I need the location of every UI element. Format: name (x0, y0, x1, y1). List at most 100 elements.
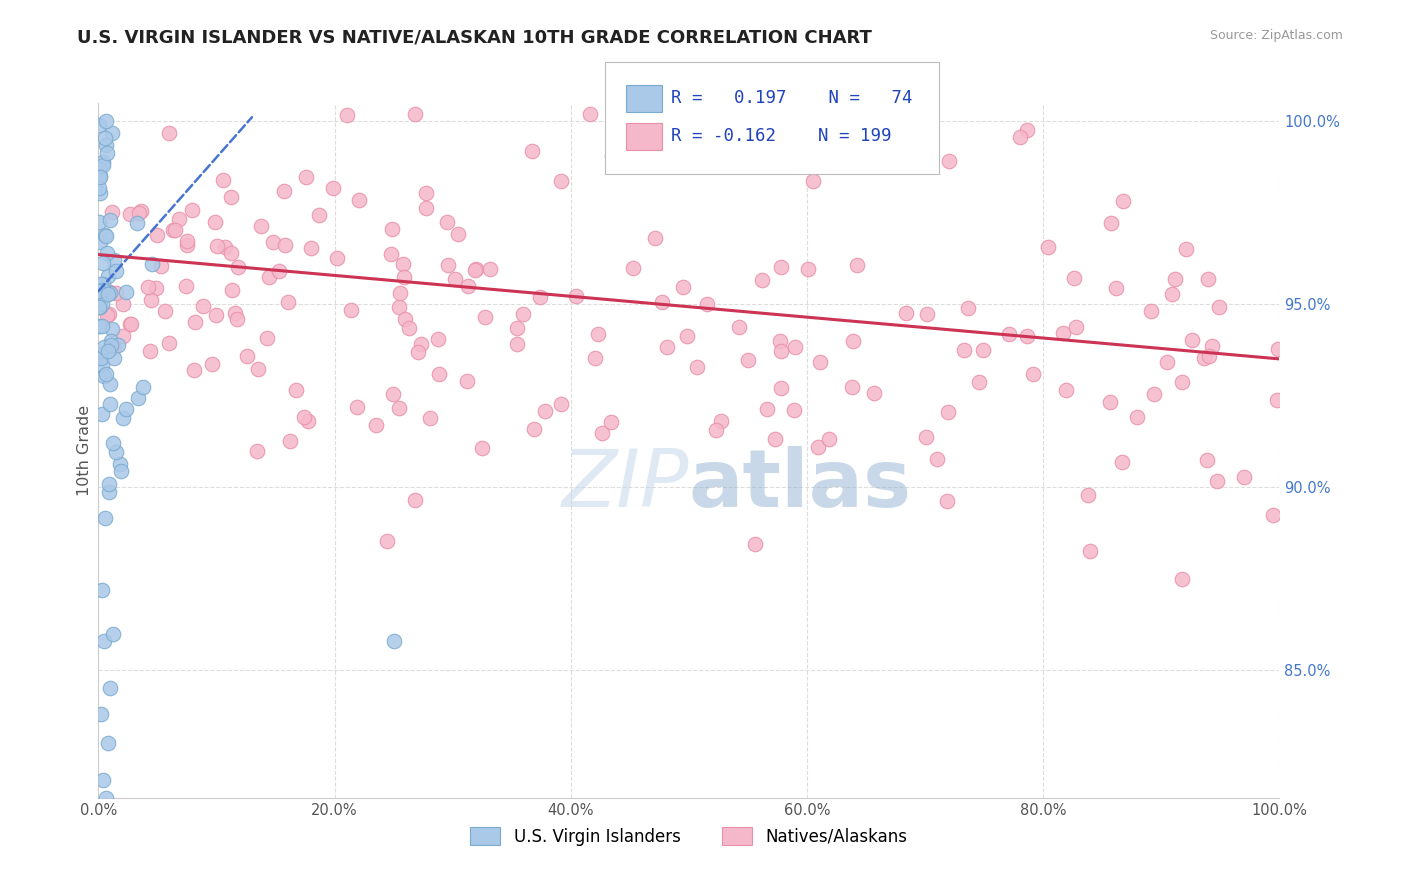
Text: R =   0.197    N =   74: R = 0.197 N = 74 (671, 89, 912, 107)
Point (427, 367, 450, 381)
Point (97, 484, 120, 499)
Point (98, 285, 121, 300)
Point (797, 261, 820, 276)
Point (97, 269, 120, 284)
Point (953, 343, 976, 358)
Point (94, 367, 117, 381)
Point (380, 247, 402, 261)
Point (404, 106, 426, 120)
Point (1174, 243, 1197, 257)
Point (727, 320, 749, 334)
Point (1099, 216, 1122, 230)
Point (89, 235, 111, 249)
Point (145, 281, 167, 295)
Point (97, 307, 120, 321)
Point (925, 451, 948, 466)
Point (96, 245, 118, 260)
Legend: U.S. Virgin Islanders, Natives/Alaskans: U.S. Virgin Islanders, Natives/Alaskans (464, 821, 914, 853)
Point (936, 494, 959, 508)
Point (100, 322, 122, 336)
Point (162, 223, 184, 237)
Point (770, 381, 793, 395)
Point (696, 296, 718, 310)
Point (967, 376, 990, 390)
Point (87, 169, 110, 183)
Point (464, 261, 486, 276)
Point (808, 355, 831, 369)
Point (127, 216, 149, 230)
Point (278, 434, 301, 449)
Point (443, 272, 465, 286)
Point (89, 186, 111, 201)
Point (219, 190, 242, 204)
Point (100, 337, 122, 351)
Point (219, 246, 242, 260)
Point (707, 116, 730, 130)
Point (103, 252, 125, 267)
Point (1022, 367, 1045, 381)
Point (259, 269, 281, 284)
Point (841, 334, 863, 349)
Point (326, 251, 349, 265)
Point (1208, 300, 1230, 314)
Text: R = -0.162    N = 199: R = -0.162 N = 199 (671, 128, 891, 145)
Point (103, 351, 125, 365)
Point (415, 202, 437, 216)
Point (464, 263, 486, 277)
Point (297, 414, 319, 428)
Point (807, 440, 830, 454)
Point (956, 301, 979, 316)
Point (915, 430, 938, 444)
Point (295, 170, 318, 185)
Point (863, 386, 886, 401)
Point (322, 180, 344, 194)
Point (1078, 544, 1101, 558)
Point (1105, 281, 1128, 295)
Point (1017, 122, 1039, 136)
Point (89, 319, 111, 334)
Point (1197, 272, 1219, 286)
Point (118, 318, 141, 332)
Point (447, 227, 470, 242)
Point (120, 207, 142, 221)
Point (621, 261, 644, 276)
Point (364, 418, 387, 433)
Point (176, 235, 198, 249)
Point (103, 340, 125, 354)
Point (398, 320, 420, 334)
Point (600, 415, 623, 429)
Point (176, 238, 198, 252)
Point (201, 357, 224, 371)
Point (105, 445, 128, 459)
Point (153, 304, 176, 318)
Point (285, 383, 308, 397)
Point (107, 338, 129, 352)
Point (205, 308, 228, 322)
Point (114, 285, 136, 299)
Point (685, 360, 707, 375)
Point (91, 277, 114, 292)
Point (274, 237, 297, 252)
Point (90, 407, 112, 421)
Point (1098, 395, 1121, 409)
Point (128, 206, 150, 220)
Point (744, 537, 766, 551)
Point (381, 222, 404, 236)
Point (97, 736, 120, 750)
Point (94, 511, 117, 525)
Point (783, 402, 806, 417)
Point (101, 204, 124, 219)
Point (277, 294, 299, 309)
Point (550, 397, 572, 411)
Point (506, 320, 529, 334)
Point (1139, 303, 1161, 318)
Point (256, 331, 278, 345)
Point (205, 239, 228, 253)
Point (96, 308, 118, 322)
Point (1156, 355, 1178, 369)
Point (97, 287, 120, 301)
Point (1170, 376, 1192, 390)
Point (938, 153, 960, 168)
Point (269, 264, 291, 278)
Point (419, 411, 441, 425)
